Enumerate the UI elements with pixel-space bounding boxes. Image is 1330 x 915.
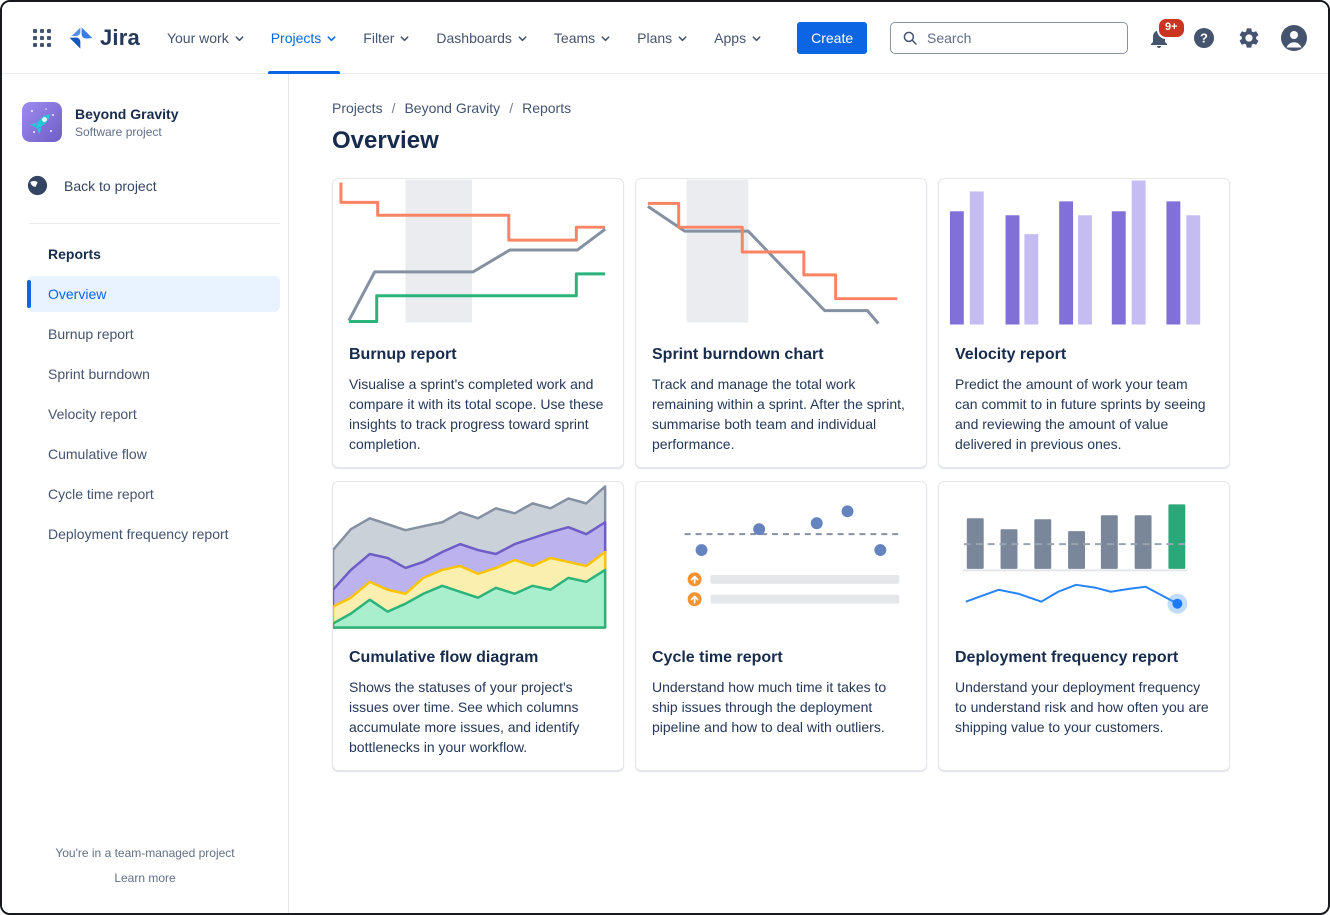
sidebar-item-overview[interactable]: Overview — [27, 276, 280, 312]
notification-badge: 9+ — [1157, 16, 1186, 39]
profile-button[interactable] — [1280, 24, 1308, 52]
back-to-project-link[interactable]: Back to project — [26, 174, 157, 197]
jira-logo-mark — [69, 26, 93, 49]
sidebar-item-deployment-frequency-report[interactable]: Deployment frequency report — [48, 526, 229, 542]
settings-button[interactable] — [1235, 24, 1263, 52]
chevron-down-icon — [235, 36, 244, 42]
breadcrumb-projects[interactable]: Projects — [332, 100, 383, 116]
project-type: Software project — [75, 124, 162, 139]
create-button[interactable]: Create — [797, 21, 868, 54]
notifications-button[interactable]: 9+ — [1145, 16, 1186, 52]
breadcrumb: Projects / Beyond Gravity / Reports — [332, 100, 1328, 116]
project-avatar-rocket-icon — [22, 102, 62, 142]
cumulative-flow-illustration — [333, 485, 607, 629]
sidebar: Beyond Gravity Software project Back to … — [2, 74, 289, 913]
nav-filter[interactable]: Filter — [350, 2, 423, 74]
avatar-icon — [1281, 24, 1307, 51]
breadcrumb-separator: / — [391, 100, 396, 116]
jira-logo-text: Jira — [100, 24, 140, 50]
globe-icon — [27, 175, 48, 196]
cycle-time-illustration — [684, 505, 900, 607]
card-sprint-burndown-chart[interactable]: Sprint burndown chart Track and manage t… — [635, 178, 927, 468]
search-box[interactable] — [890, 21, 1128, 54]
chevron-down-icon — [327, 36, 336, 42]
nav-dashboards[interactable]: Dashboards — [423, 2, 541, 74]
sidebar-item-burnup-report[interactable]: Burnup report — [48, 326, 134, 342]
sidebar-item-sprint-burndown[interactable]: Sprint burndown — [48, 366, 150, 382]
card-description: Shows the statuses of your project's iss… — [349, 679, 580, 755]
project-names: Beyond Gravity Software project — [75, 106, 178, 139]
card-title: Velocity report — [955, 346, 1067, 363]
nav-right-cluster: 9+ ? — [890, 16, 1308, 54]
reports-section-title: Reports — [48, 246, 101, 262]
card-velocity-report[interactable]: Velocity report Predict the amount of wo… — [938, 178, 1230, 468]
sidebar-item-cumulative-flow[interactable]: Cumulative flow — [48, 446, 147, 462]
chevron-down-icon — [678, 36, 687, 42]
chevron-down-icon — [400, 36, 409, 42]
project-name: Beyond Gravity — [75, 105, 179, 122]
nav-your-work[interactable]: Your work — [154, 2, 258, 74]
card-title: Burnup report — [349, 346, 457, 363]
card-burnup-report[interactable]: Burnup report Visualise a sprint's compl… — [332, 178, 624, 468]
card-title: Cycle time report — [652, 649, 783, 666]
gear-icon — [1239, 27, 1259, 48]
project-header: Beyond Gravity Software project — [2, 74, 288, 142]
breadcrumb-project-name[interactable]: Beyond Gravity — [404, 100, 501, 116]
card-description: Understand your deployment frequency to … — [955, 679, 1209, 735]
sidebar-divider — [29, 223, 280, 224]
grid-icon — [33, 28, 51, 47]
page-title: Overview — [332, 127, 439, 154]
velocity-bars-illustration — [949, 180, 1201, 325]
card-cycle-time-report[interactable]: Cycle time report Understand how much ti… — [635, 481, 927, 771]
team-managed-note: You're in a team-managed project — [55, 846, 235, 860]
jira-logo[interactable]: Jira — [68, 25, 140, 51]
burnup-chart-illustration — [339, 179, 607, 324]
search-icon — [903, 31, 917, 45]
breadcrumb-separator: / — [509, 100, 514, 116]
chevron-down-icon — [601, 36, 610, 42]
card-deployment-frequency-report[interactable]: Deployment frequency report Understand y… — [938, 481, 1230, 771]
chevron-down-icon — [518, 36, 527, 42]
nav-teams[interactable]: Teams — [541, 2, 624, 74]
chevron-down-icon — [752, 36, 761, 42]
learn-more-link[interactable]: Learn more — [114, 871, 176, 885]
main-content: Projects / Beyond Gravity / Reports Over… — [289, 74, 1328, 913]
card-description: Predict the amount of work your team can… — [955, 376, 1206, 452]
search-input[interactable] — [927, 29, 1117, 46]
app-switcher-icon[interactable] — [26, 22, 58, 54]
svg-text:?: ? — [1200, 30, 1208, 45]
primary-nav: Your work Projects Filter Dashboards Tea… — [154, 2, 775, 74]
reports-menu: Overview Burnup report Sprint burndown V… — [2, 276, 288, 552]
nav-apps[interactable]: Apps — [701, 2, 775, 74]
card-description: Understand how much time it takes to shi… — [652, 679, 887, 735]
question-icon: ? — [1194, 27, 1214, 48]
card-description: Visualise a sprint's completed work and … — [349, 376, 604, 452]
card-description: Track and manage the total work remainin… — [652, 376, 905, 452]
deployment-frequency-illustration — [962, 504, 1188, 614]
burndown-chart-illustration — [647, 179, 898, 325]
card-title: Sprint burndown chart — [652, 346, 824, 363]
top-nav: Jira Your work Projects Filter Dashboard… — [2, 2, 1328, 74]
card-title: Deployment frequency report — [955, 649, 1179, 666]
nav-plans[interactable]: Plans — [624, 2, 701, 74]
sidebar-item-velocity-report[interactable]: Velocity report — [48, 406, 137, 422]
breadcrumb-reports[interactable]: Reports — [522, 100, 572, 116]
report-cards-grid: Burnup report Visualise a sprint's compl… — [332, 178, 1328, 771]
sidebar-item-cycle-time-report[interactable]: Cycle time report — [48, 486, 154, 502]
card-title: Cumulative flow diagram — [349, 649, 539, 666]
sidebar-footer: You're in a team-managed project Learn m… — [2, 846, 288, 885]
help-button[interactable]: ? — [1190, 24, 1218, 52]
nav-projects[interactable]: Projects — [258, 2, 351, 74]
card-cumulative-flow-diagram[interactable]: Cumulative flow diagram Shows the status… — [332, 481, 624, 771]
